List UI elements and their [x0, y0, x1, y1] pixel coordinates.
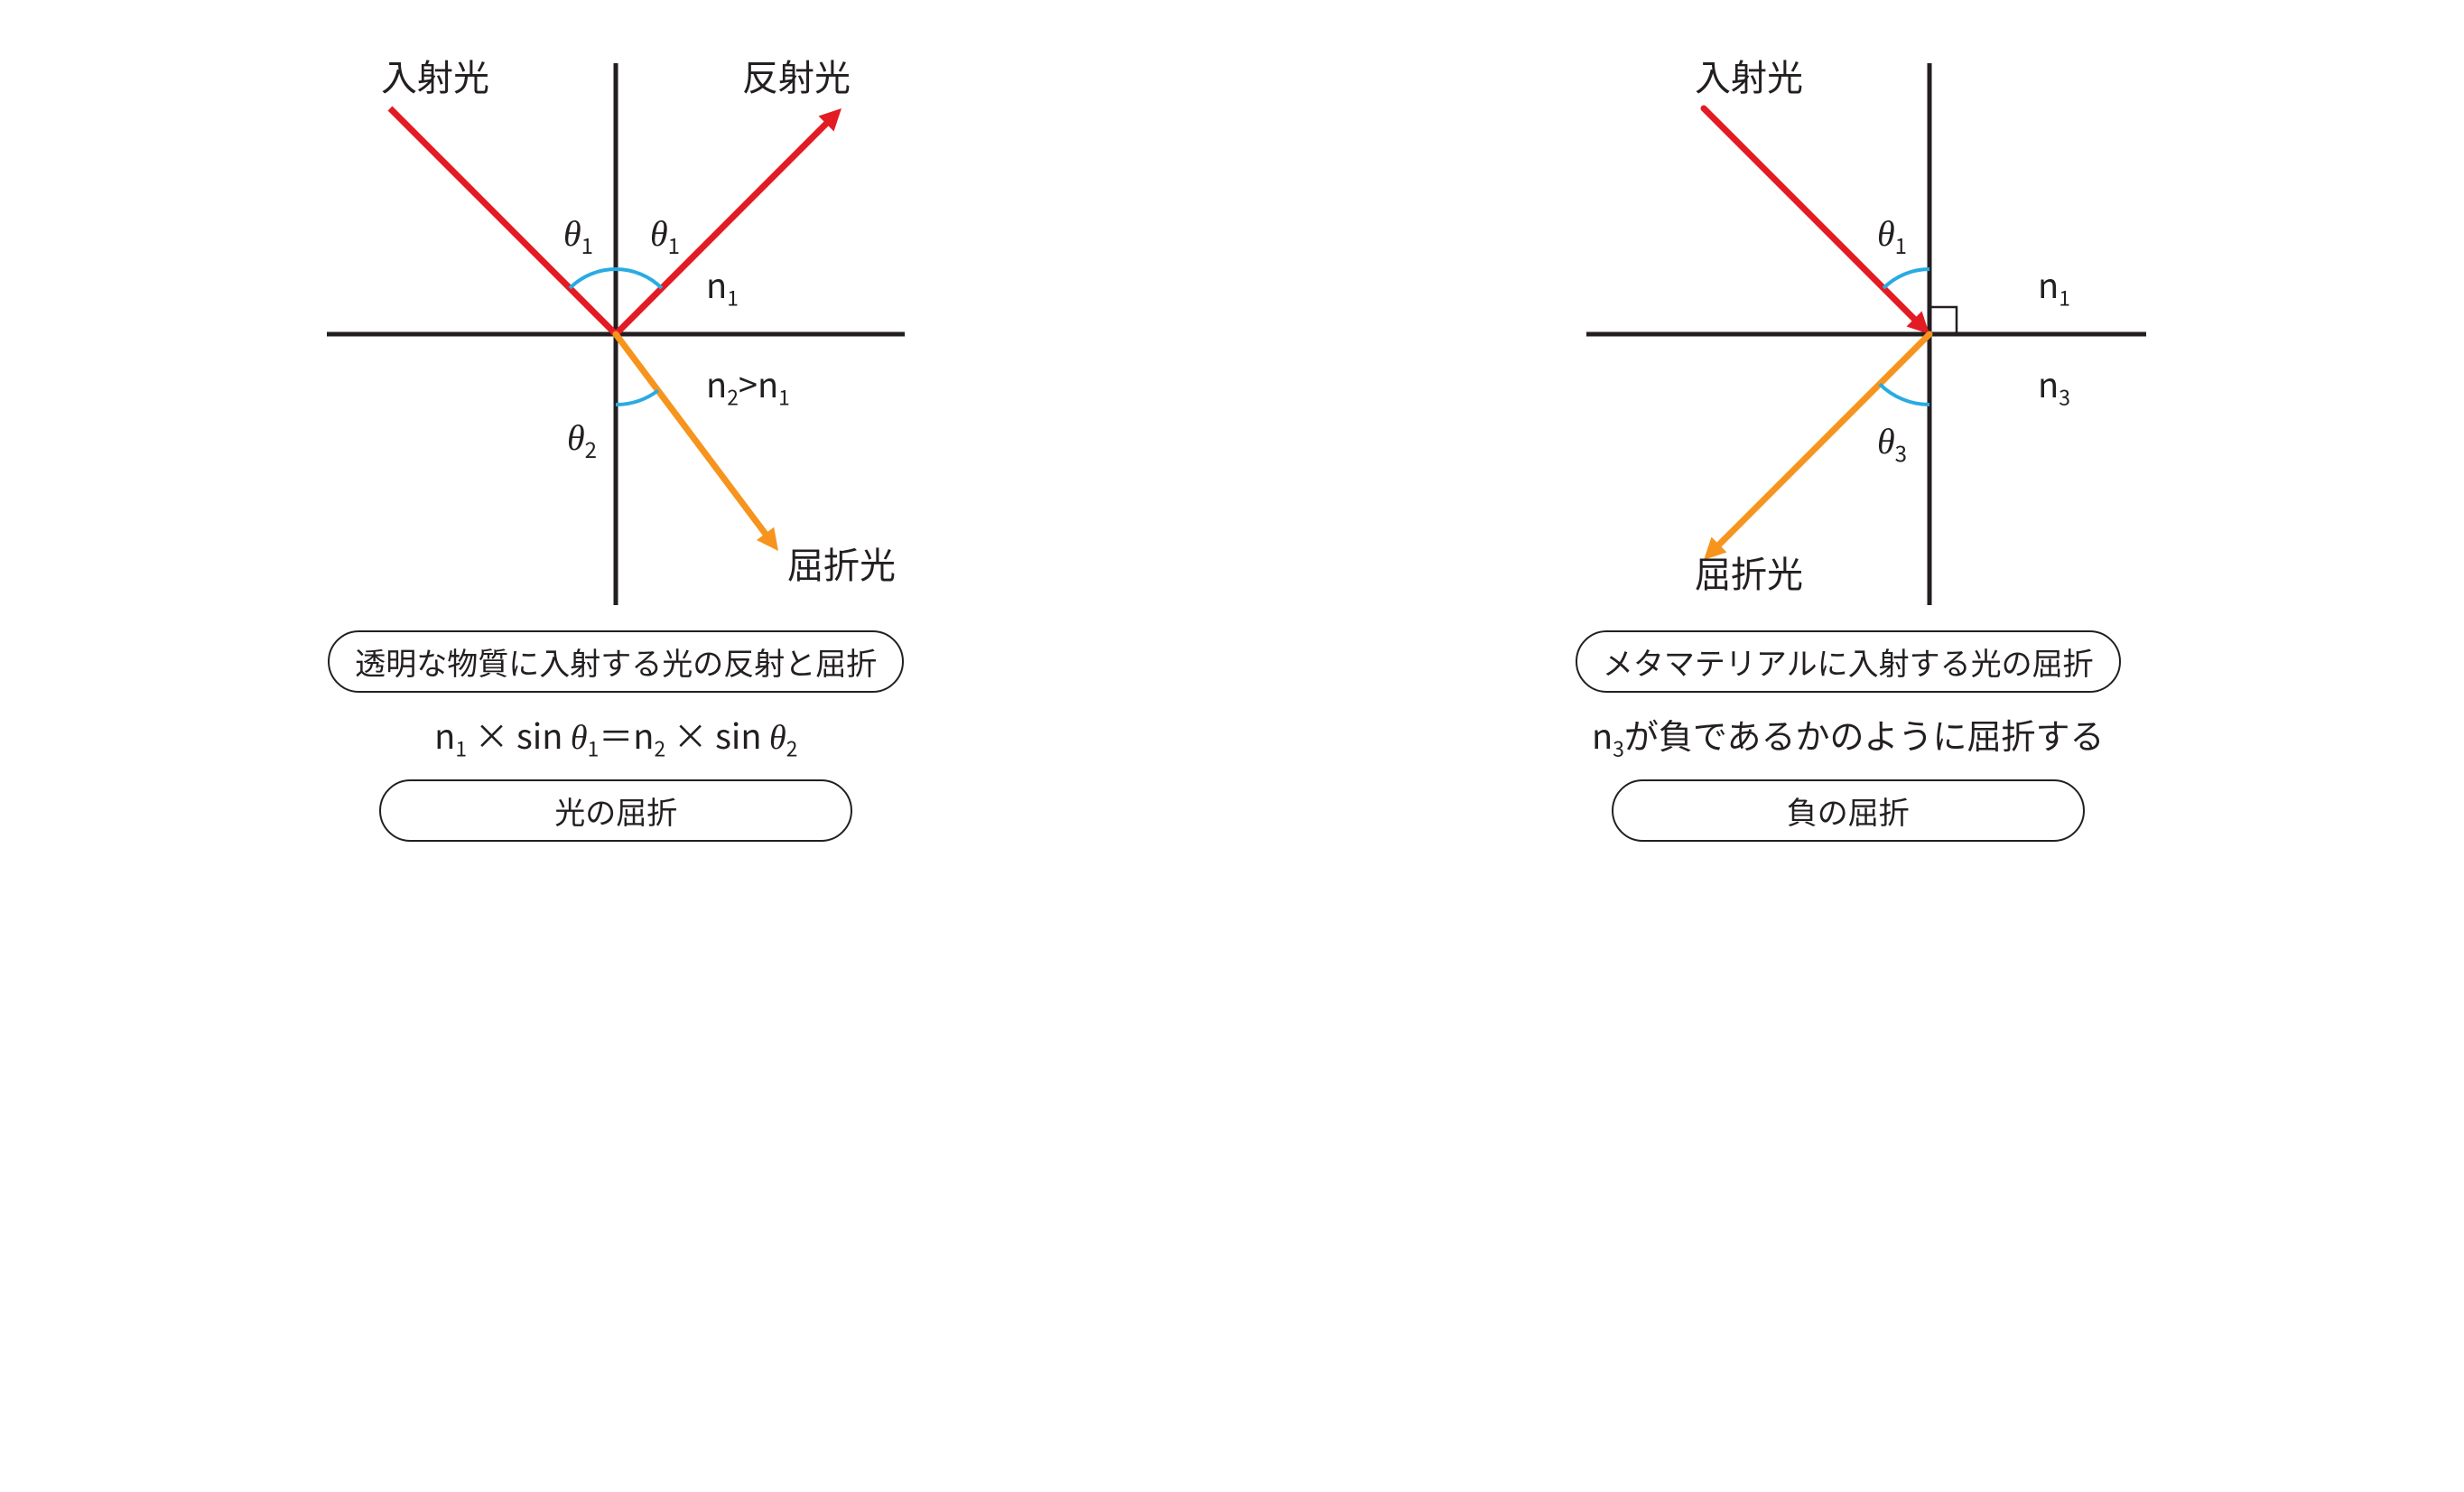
svg-text:屈折光: 屈折光 [1695, 546, 1803, 598]
right-caption-1: メタマテリアルに入射する光の屈折 [1576, 630, 2121, 693]
left-diagram: 入射光 反射光屈折光 θ1 θ1 θ2 n1 n2>n1 [300, 36, 932, 614]
left-caption-1: 透明な物質に入射する光の反射と屈折 [328, 630, 904, 693]
right-formula: n3が負であるかのように屈折する [1592, 709, 2104, 763]
svg-text:n1: n1 [706, 258, 739, 312]
svg-text:n2>n1: n2>n1 [706, 358, 790, 411]
diagram-container: 入射光 反射光屈折光 θ1 θ1 θ2 n1 n2>n1 透明な物質に入射する光の反射と屈折… [0, 0, 2464, 878]
right-diagram: 入射光屈折光 θ1 θ3 n1 n3 [1532, 36, 2164, 614]
svg-text:反射光: 反射光 [742, 49, 851, 101]
left-panel: 入射光 反射光屈折光 θ1 θ1 θ2 n1 n2>n1 透明な物質に入射する光の反射と屈折… [300, 36, 932, 842]
svg-text:θ1: θ1 [563, 213, 593, 260]
svg-text:入射光: 入射光 [381, 49, 489, 101]
svg-text:θ3: θ3 [1877, 421, 1907, 468]
right-caption-2: 負の屈折 [1612, 779, 2085, 842]
left-caption-2: 光の屈折 [379, 779, 852, 842]
svg-text:θ2: θ2 [567, 417, 597, 464]
svg-text:入射光: 入射光 [1695, 49, 1803, 101]
svg-text:屈折光: 屈折光 [787, 536, 896, 589]
left-formula: n1 × sin θ1＝n2 × sin θ2 [434, 709, 797, 763]
svg-text:θ1: θ1 [650, 213, 680, 260]
svg-text:n1: n1 [2038, 258, 2070, 312]
svg-text:n3: n3 [2038, 358, 2070, 411]
svg-text:θ1: θ1 [1877, 213, 1907, 260]
right-panel: 入射光屈折光 θ1 θ3 n1 n3 メタマテリアルに入射する光の屈折 n3が負であるか… [1532, 36, 2164, 842]
